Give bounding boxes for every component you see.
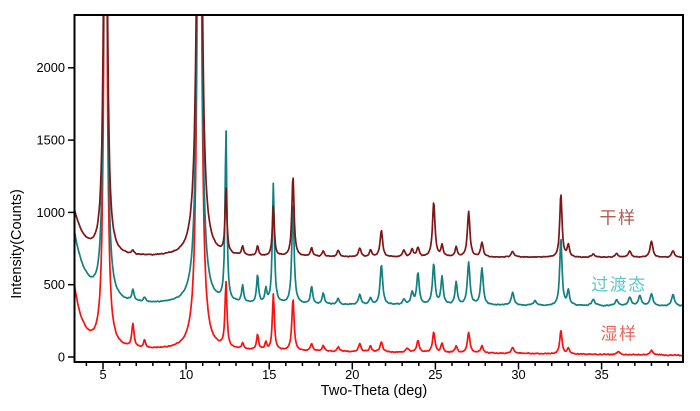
y-tick-label-1500: 1500	[37, 133, 65, 148]
y-axis-ticks: 0 500 1000 1500 2000	[37, 60, 75, 364]
series-lines	[74, 15, 683, 357]
x-axis-ticks: 5 10 15 20 25 30 35	[85, 362, 669, 382]
x-tick-label-10: 10	[179, 367, 193, 382]
x-tick-label-25: 25	[428, 367, 442, 382]
series-line-2	[74, 15, 683, 259]
y-tick-label-0: 0	[58, 349, 65, 364]
x-tick-label-5: 5	[99, 367, 106, 382]
x-tick-label-20: 20	[345, 367, 359, 382]
series-label-dry-sample: 干样	[599, 208, 637, 228]
plot-border	[73, 14, 684, 363]
x-tick-label-15: 15	[262, 367, 276, 382]
y-tick-label-500: 500	[44, 277, 65, 292]
y-axis-title: Intensity(Counts)	[9, 189, 25, 299]
y-tick-label-2000: 2000	[37, 60, 65, 75]
series-label-transition-state: 过渡态	[591, 275, 647, 295]
y-tick-label-1000: 1000	[37, 205, 65, 220]
series-line-0	[74, 15, 683, 357]
series-line-1	[74, 15, 683, 307]
x-tick-label-30: 30	[511, 367, 525, 382]
x-tick-label-35: 35	[594, 367, 608, 382]
x-axis-title: Two-Theta (deg)	[320, 383, 428, 399]
series-label-wet-sample: 湿样	[600, 324, 638, 344]
